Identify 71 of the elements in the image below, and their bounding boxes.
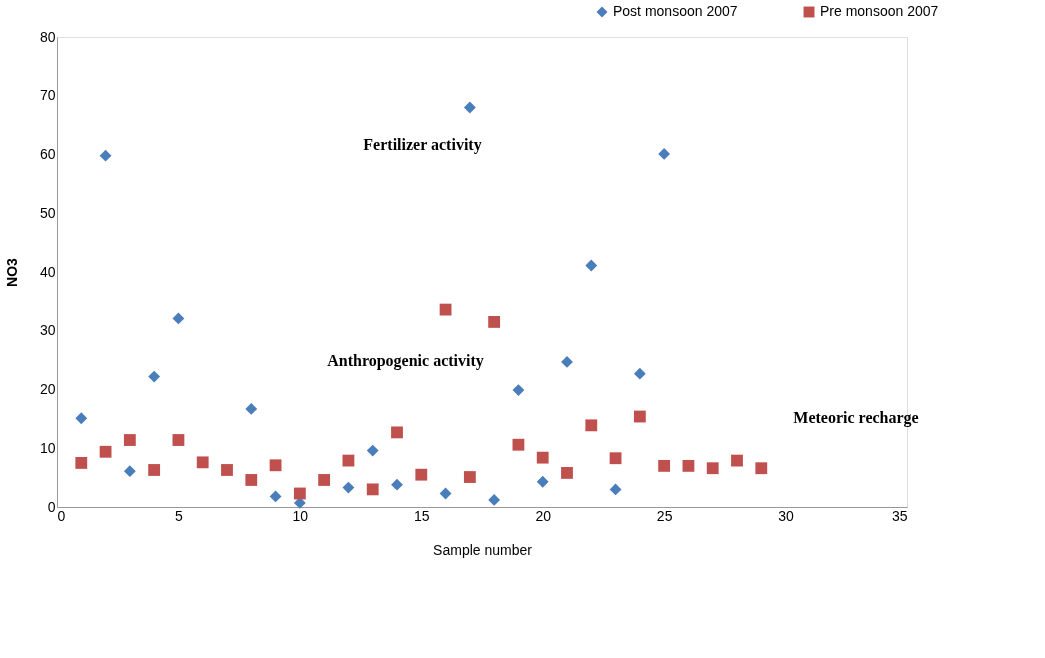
y-tick-label: 10 <box>39 439 56 456</box>
annotation: Anthropogenic activity <box>327 352 484 371</box>
legend-label: Pre monsoon 2007 <box>820 3 939 19</box>
x-axis-title: Sample number <box>433 541 533 558</box>
point <box>123 465 136 478</box>
point <box>706 462 719 475</box>
point <box>366 483 379 496</box>
point <box>391 426 403 439</box>
y-tick-label: 70 <box>39 87 56 104</box>
point <box>342 481 355 494</box>
x-tick-label: 5 <box>175 507 184 524</box>
point <box>561 355 573 368</box>
x-tick-label: 35 <box>891 507 908 524</box>
y-tick-label: 40 <box>39 263 56 280</box>
x-tick-label: 30 <box>778 507 795 524</box>
point <box>148 464 161 476</box>
annotation: Meteoric recharge <box>793 408 919 427</box>
point <box>269 459 282 472</box>
point <box>755 462 768 475</box>
point <box>439 303 452 316</box>
y-tick-label: 50 <box>39 204 56 221</box>
point <box>391 478 403 491</box>
point <box>245 402 258 415</box>
point <box>609 483 622 496</box>
point <box>731 454 743 467</box>
point <box>172 434 185 446</box>
point <box>342 454 355 467</box>
x-tick-label: 25 <box>656 507 673 524</box>
point <box>99 445 112 458</box>
x-tick-label: 10 <box>292 507 309 524</box>
point <box>463 101 476 114</box>
point <box>75 457 88 469</box>
point <box>658 148 671 160</box>
point <box>633 367 646 380</box>
point <box>488 494 501 506</box>
y-axis-title: NO3 <box>3 257 20 287</box>
point <box>172 312 185 325</box>
annotation: Fertilizer activity <box>363 136 482 155</box>
point <box>196 456 209 469</box>
y-tick-label: 80 <box>39 28 56 45</box>
y-tick-label: 30 <box>39 322 56 339</box>
point <box>148 370 161 383</box>
point <box>561 467 573 479</box>
y-tick-label: 20 <box>39 381 56 397</box>
point <box>536 475 549 488</box>
point <box>75 412 88 425</box>
point <box>512 438 525 451</box>
legend-label: Post monsoon 2007 <box>613 3 738 19</box>
point <box>512 384 525 396</box>
point <box>463 471 476 483</box>
point <box>99 149 112 162</box>
point <box>366 444 379 457</box>
point <box>536 451 549 464</box>
point <box>245 474 258 486</box>
point <box>585 259 598 272</box>
point <box>123 434 136 446</box>
point <box>269 490 282 503</box>
point <box>318 474 331 486</box>
point <box>585 419 598 432</box>
point <box>658 459 671 472</box>
x-tick-label: 15 <box>414 507 430 524</box>
point <box>439 487 452 500</box>
point <box>682 459 695 472</box>
point <box>293 487 306 500</box>
point <box>488 316 501 328</box>
x-tick-label: 20 <box>535 507 552 524</box>
point <box>633 410 646 423</box>
point <box>415 468 428 481</box>
point <box>221 464 233 476</box>
point <box>609 452 622 465</box>
y-tick-label: 60 <box>39 146 56 162</box>
